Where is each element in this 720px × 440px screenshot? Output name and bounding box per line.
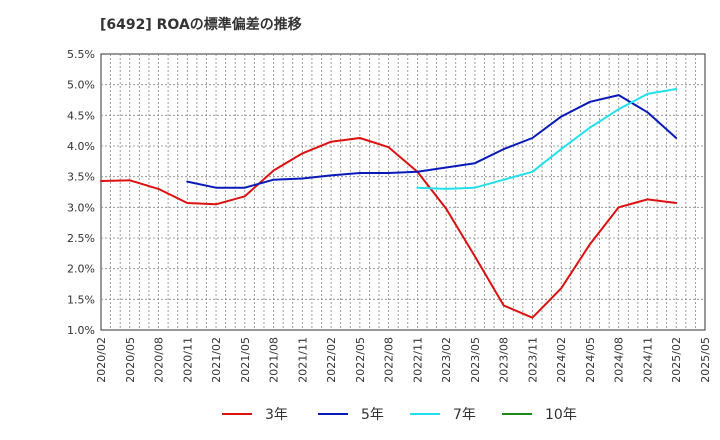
chart-title: [6492] ROAの標準偏差の推移 [100,17,302,33]
y-tick-label: 2.0% [67,263,95,276]
plot-area [100,53,706,331]
y-axis-tick-labels: 1.0% 1.5% 2.0% 2.5% 3.0% 3.5% 4.0% 4.5% 5.0% 5.5% [67,48,95,337]
x-tick-label: 2025/02 [670,337,683,383]
x-tick-label: 2021/11 [296,337,309,383]
x-tick-label: 2021/05 [239,337,252,383]
y-tick-label: 1.0% [67,324,95,337]
y-tick-label: 4.5% [67,109,95,122]
x-tick-label: 2020/02 [95,337,108,383]
x-tick-label: 2024/11 [641,337,654,383]
x-tick-label: 2021/02 [210,337,223,383]
legend-label: 7年 [453,407,476,423]
x-tick-label: 2022/11 [411,337,424,383]
x-tick-label: 2023/02 [440,337,453,383]
legend-label: 3年 [265,407,288,423]
y-tick-label: 3.5% [67,171,95,184]
x-tick-label: 2023/08 [498,337,511,383]
x-tick-label: 2024/02 [555,337,568,383]
series-line [100,137,678,319]
legend-label: 10年 [545,407,577,423]
y-tick-label: 5.0% [67,79,95,92]
x-tick-label: 2020/05 [124,337,137,383]
y-tick-label: 1.5% [67,293,95,306]
x-tick-label: 2022/02 [325,337,338,383]
x-axis-tick-labels: 2020/02 2020/05 2020/08 2020/11 2021/02 2021/… [95,337,712,383]
x-tick-label: 2022/08 [383,337,396,383]
x-tick-label: 2020/08 [153,337,166,383]
y-tick-label: 2.5% [67,232,95,245]
series-line [186,94,678,189]
y-tick-label: 3.0% [67,201,95,214]
x-tick-label: 2023/05 [469,337,482,383]
legend: 3年 5年 7年 10年 [222,407,577,423]
x-tick-label: 2023/11 [526,337,539,383]
x-tick-label: 2024/08 [613,337,626,383]
x-tick-label: 2021/08 [268,337,281,383]
x-tick-label: 2020/11 [181,337,194,383]
x-tick-label: 2024/05 [584,337,597,383]
y-tick-label: 4.0% [67,140,95,153]
x-tick-label: 2025/05 [699,337,712,383]
series-line [416,88,678,190]
series-lines [100,88,678,319]
legend-label: 5年 [361,407,384,423]
y-tick-label: 5.5% [67,48,95,61]
x-tick-label: 2022/05 [354,337,367,383]
